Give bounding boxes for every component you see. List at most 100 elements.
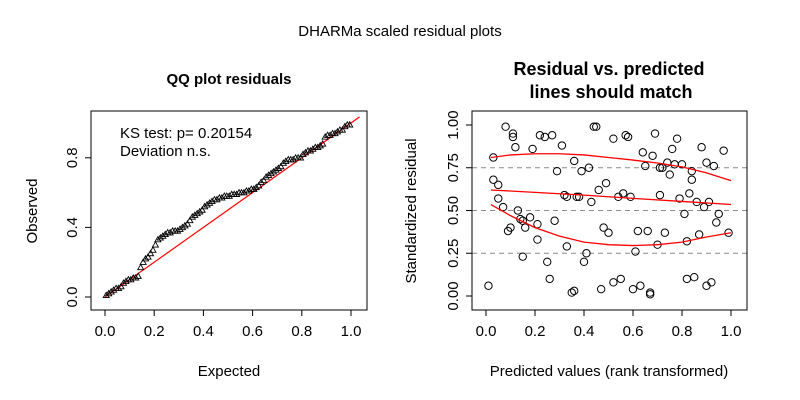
qq-x-axis-label: Expected — [198, 363, 261, 380]
qq-point — [345, 120, 354, 128]
residual-point — [648, 151, 657, 160]
qq-point — [252, 183, 261, 191]
residual-point — [501, 122, 510, 131]
qq-point — [306, 146, 315, 154]
residual-point — [508, 129, 518, 138]
y-tick-label: 0.00 — [445, 281, 462, 310]
qq-point — [191, 211, 199, 218]
y-tick-label: 1.00 — [445, 110, 462, 139]
qq-point — [131, 273, 140, 281]
qq-point — [289, 155, 297, 163]
residual-point — [533, 235, 542, 244]
qq-point — [218, 193, 226, 201]
quantile-regression-curve — [490, 153, 732, 182]
qq-point — [254, 181, 263, 189]
residual-point — [621, 131, 630, 140]
y-tick-label: 0.25 — [445, 239, 462, 268]
residual-point — [494, 180, 503, 190]
quantile-regression-curve — [490, 189, 732, 206]
qq-point — [178, 223, 187, 231]
residual-point — [540, 132, 549, 142]
qq-point — [309, 145, 317, 152]
residual-point — [562, 242, 572, 251]
residual-point — [594, 185, 603, 195]
qq-point — [107, 287, 115, 295]
residual-point — [616, 274, 625, 284]
qq-plot-panel: QQ plot residuals 0.0 0.2 0.4 0.6 0.8 1.00.00… — [24, 71, 368, 380]
qq-point — [193, 209, 202, 217]
x-tick-label: 0.4 — [574, 323, 595, 340]
figure-title: DHARMa scaled residual plots — [298, 23, 501, 40]
qq-point — [159, 232, 167, 239]
residual-point — [567, 288, 576, 297]
residual-point — [533, 219, 542, 229]
qq-point — [318, 139, 327, 147]
qq-point — [245, 186, 253, 194]
qq-point — [102, 291, 111, 298]
qq-point — [139, 258, 147, 265]
x-tick-label: 0.8 — [672, 323, 693, 340]
residual-point — [577, 166, 586, 176]
qq-y-axis-label: Observed — [24, 178, 41, 243]
residual-point — [690, 272, 699, 282]
residual-point — [712, 218, 721, 227]
residual-plot-subtitle: lines should match — [529, 82, 692, 102]
residual-point — [518, 252, 527, 261]
residual-point — [587, 197, 596, 207]
y-tick-label: 0.50 — [445, 196, 462, 225]
residual-point — [592, 122, 601, 131]
residual-point — [628, 284, 638, 294]
qq-point — [282, 157, 290, 164]
qq-ks-test-annotation: KS test: p= 0.20154 — [120, 125, 252, 142]
residual-point — [562, 192, 572, 202]
qq-point — [173, 226, 182, 234]
qq-point — [146, 249, 155, 257]
residual-point — [636, 281, 645, 290]
residual-plot-title: Residual vs. predicted — [513, 59, 704, 79]
residual-reference-lines — [472, 167, 747, 254]
residual-plot-axes: 0.0 0.2 0.4 0.6 0.8 1.0 0.00 0.25 0.50 0.75 1.00 — [445, 110, 748, 340]
qq-point — [269, 167, 278, 175]
qq-point — [203, 200, 211, 208]
qq-point — [274, 164, 283, 171]
y-tick-label: 0.4 — [64, 217, 81, 238]
qq-point — [200, 202, 209, 210]
x-tick-label: 0.4 — [193, 323, 214, 340]
qq-point — [208, 197, 216, 205]
residual-point — [655, 163, 665, 172]
residual-point — [528, 144, 537, 154]
residual-point — [552, 166, 562, 176]
qq-point — [213, 195, 221, 203]
residual-point — [702, 158, 711, 167]
residual-point — [682, 274, 692, 284]
qq-deviation-annotation: Deviation n.s. — [120, 143, 211, 160]
qq-point — [326, 131, 334, 138]
qq-point — [136, 263, 145, 271]
residual-point — [582, 249, 591, 258]
residual-point — [609, 134, 618, 143]
qq-point — [314, 143, 322, 151]
qq-point — [176, 225, 184, 232]
residual-point — [596, 284, 606, 294]
qq-point — [331, 129, 339, 137]
qq-points — [102, 120, 354, 298]
residual-point — [535, 131, 545, 140]
residual-point — [550, 216, 559, 225]
qq-point — [267, 169, 275, 177]
residual-point — [570, 156, 579, 166]
residual-point — [574, 192, 584, 202]
residual-point — [641, 161, 650, 171]
residual-points — [484, 122, 733, 299]
residual-point — [572, 192, 581, 202]
x-tick-label: 0.6 — [242, 323, 263, 340]
qq-point — [122, 277, 130, 285]
qq-point — [264, 171, 273, 178]
residual-point — [633, 226, 643, 236]
qq-point — [104, 289, 113, 297]
residual-point — [506, 223, 515, 232]
quantile-regression-curve — [490, 203, 732, 247]
qq-point — [198, 206, 206, 213]
qq-point — [257, 178, 265, 185]
residual-point — [680, 209, 689, 219]
